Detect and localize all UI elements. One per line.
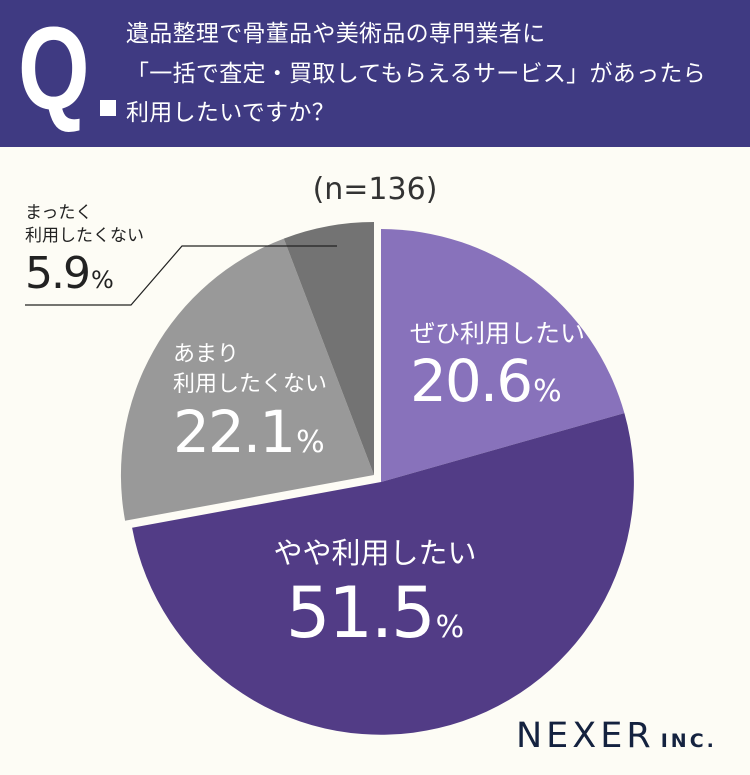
question-text: 遺品整理で骨董品や美術品の専門業者に 「一括で査定・買取してもらえるサービス」が… bbox=[126, 15, 746, 134]
slice-yaya bbox=[132, 413, 634, 735]
label-amari-category-2: 利用したくない bbox=[173, 372, 328, 397]
label-amari-value: 22.1% bbox=[173, 400, 327, 475]
logo-name: NEXER bbox=[516, 716, 655, 756]
label-mattaku-category-1: まったく bbox=[25, 203, 93, 223]
label-amari: あまり 利用したくない 22.1% bbox=[173, 340, 327, 475]
question-line-2: 「一括で査定・買取してもらえるサービス」があったら bbox=[126, 60, 706, 87]
question-line-3: 利用したいですか？ bbox=[126, 100, 336, 126]
sample-size: (n=136) bbox=[312, 172, 438, 207]
question-header: Q 遺品整理で骨董品や美術品の専門業者に 「一括で査定・買取してもらえるサービス… bbox=[0, 0, 750, 147]
slice-mattaku bbox=[283, 222, 374, 475]
logo-suffix: INC. bbox=[660, 730, 717, 752]
slice-zehi bbox=[381, 229, 625, 482]
value-number: 20.6 bbox=[410, 347, 533, 415]
label-yaya-category: やや利用したい bbox=[273, 536, 477, 570]
label-zehi-value: 20.6% bbox=[410, 349, 585, 424]
label-yaya-value: 51.5% bbox=[0, 573, 750, 668]
percent-sign: % bbox=[533, 374, 562, 409]
slice-amari bbox=[120, 238, 374, 521]
label-mattaku-category-2: 利用したくない bbox=[25, 226, 144, 246]
label-amari-category-1: あまり bbox=[173, 342, 240, 367]
label-yaya: やや利用したい 51.5% bbox=[0, 533, 750, 668]
label-zehi-category: ぜひ利用したい bbox=[410, 319, 586, 348]
value-number: 22.1 bbox=[173, 398, 296, 466]
label-mattaku: まったく 利用したくない 5.9% bbox=[25, 202, 144, 306]
exploded-group bbox=[120, 222, 374, 521]
question-line-1: 遺品整理で骨董品や美術品の専門業者に bbox=[126, 21, 546, 47]
percent-sign: % bbox=[435, 610, 465, 645]
percent-sign: % bbox=[296, 425, 325, 460]
nexer-logo: NEXER INC. bbox=[516, 716, 717, 756]
q-mark: Q bbox=[18, 3, 90, 135]
label-zehi: ぜひ利用したい 20.6% bbox=[410, 318, 585, 424]
label-mattaku-value: 5.9% bbox=[25, 248, 144, 306]
leader-line bbox=[25, 245, 337, 306]
percent-sign: % bbox=[90, 266, 114, 294]
q-dot bbox=[100, 100, 116, 116]
value-number: 51.5 bbox=[285, 572, 436, 654]
value-number: 5.9 bbox=[25, 248, 91, 299]
